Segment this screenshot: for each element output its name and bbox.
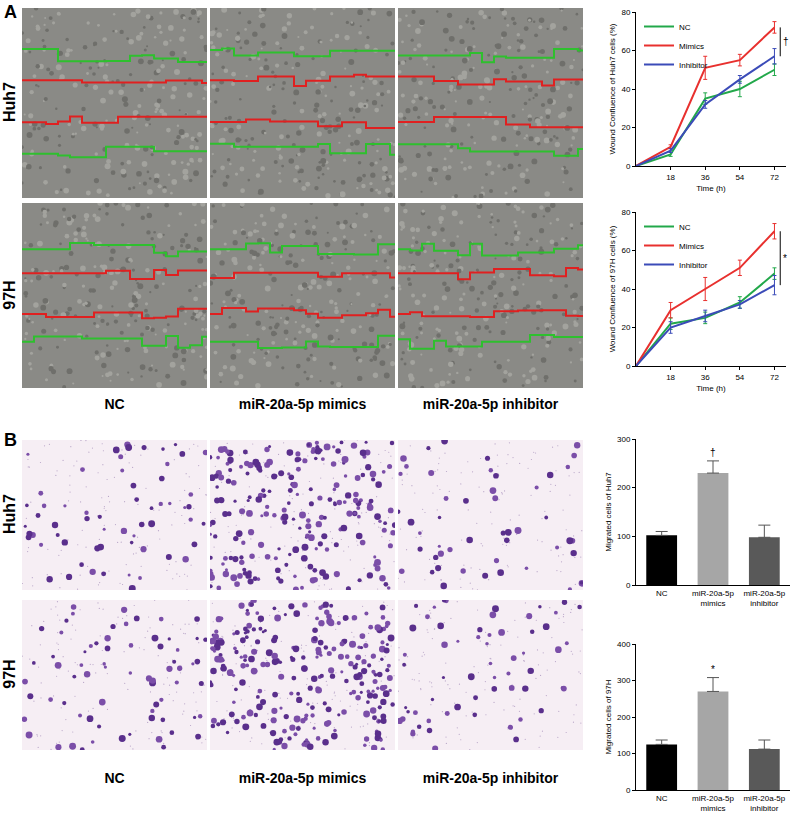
svg-text:60: 60 <box>621 246 630 255</box>
html-text:NC: NC <box>104 770 125 786</box>
svg-text:80: 80 <box>621 208 630 217</box>
html-text:B: B <box>4 430 17 450</box>
svg-text:Time (h): Time (h) <box>696 384 726 393</box>
svg-text:100: 100 <box>617 749 631 758</box>
html-text:Huh7: Huh7 <box>1 494 18 534</box>
svg-text:Migrated cells of Huh7: Migrated cells of Huh7 <box>604 472 613 552</box>
svg-text:†: † <box>783 36 789 47</box>
svg-text:NC: NC <box>679 223 691 232</box>
html-text:A: A <box>4 2 17 22</box>
svg-text:Mimics: Mimics <box>679 242 704 251</box>
svg-text:Migrated cells of 97H: Migrated cells of 97H <box>604 679 613 754</box>
html-text:Huh7: Huh7 <box>1 82 18 122</box>
svg-text:80: 80 <box>621 8 630 17</box>
svg-text:60: 60 <box>621 46 630 55</box>
svg-text:miR-20a-5pmimics: miR-20a-5pmimics <box>692 794 734 813</box>
svg-text:Wound Confluence of Huh7 cells: Wound Confluence of Huh7 cells (%) <box>608 23 617 154</box>
svg-text:36: 36 <box>701 173 710 182</box>
svg-text:miR-20a-5pmimics: miR-20a-5pmimics <box>692 589 734 608</box>
svg-text:300: 300 <box>617 676 631 685</box>
svg-text:0: 0 <box>626 581 631 590</box>
svg-text:40: 40 <box>621 85 630 94</box>
html-text:miR-20a-5p mimics: miR-20a-5p mimics <box>238 396 367 412</box>
svg-text:NC: NC <box>656 794 668 803</box>
svg-text:54: 54 <box>735 373 744 382</box>
svg-text:Mimics: Mimics <box>679 42 704 51</box>
svg-text:Time (h): Time (h) <box>696 184 726 193</box>
svg-text:100: 100 <box>617 532 631 541</box>
svg-text:54: 54 <box>735 173 744 182</box>
svg-text:18: 18 <box>666 173 675 182</box>
svg-text:*: * <box>783 253 787 264</box>
html-text:miR-20a-5p inhibitor: miR-20a-5p inhibitor <box>422 396 559 412</box>
svg-text:0: 0 <box>626 786 631 795</box>
svg-text:400: 400 <box>617 640 631 649</box>
svg-text:Inhibitor: Inhibitor <box>679 261 708 270</box>
svg-text:40: 40 <box>621 285 630 294</box>
svg-text:NC: NC <box>656 589 668 598</box>
svg-text:300: 300 <box>617 435 631 444</box>
svg-text:†: † <box>710 447 716 458</box>
svg-text:36: 36 <box>701 373 710 382</box>
svg-text:20: 20 <box>621 323 630 332</box>
html-text:miR-20a-5p inhibitor: miR-20a-5p inhibitor <box>422 770 559 786</box>
svg-text:20: 20 <box>621 123 630 132</box>
svg-text:72: 72 <box>770 373 779 382</box>
html-text:NC: NC <box>104 396 125 412</box>
html-text:97H: 97H <box>1 279 18 310</box>
svg-text:miR-20a-5pinhibitor: miR-20a-5pinhibitor <box>743 589 785 608</box>
svg-text:72: 72 <box>770 173 779 182</box>
svg-text:*: * <box>711 664 715 675</box>
html-text:97H: 97H <box>1 659 18 689</box>
svg-text:NC: NC <box>679 23 691 32</box>
svg-text:miR-20a-5pinhibitor: miR-20a-5pinhibitor <box>743 794 785 813</box>
svg-text:0: 0 <box>626 162 631 171</box>
svg-text:200: 200 <box>617 483 631 492</box>
svg-text:18: 18 <box>666 373 675 382</box>
html-text:miR-20a-5p mimics: miR-20a-5p mimics <box>238 770 367 786</box>
svg-text:Wound Confluence of 97H cells: Wound Confluence of 97H cells (%) <box>608 225 617 352</box>
svg-text:200: 200 <box>617 713 631 722</box>
svg-text:Inhibitor: Inhibitor <box>679 61 708 70</box>
svg-text:0: 0 <box>626 362 631 371</box>
